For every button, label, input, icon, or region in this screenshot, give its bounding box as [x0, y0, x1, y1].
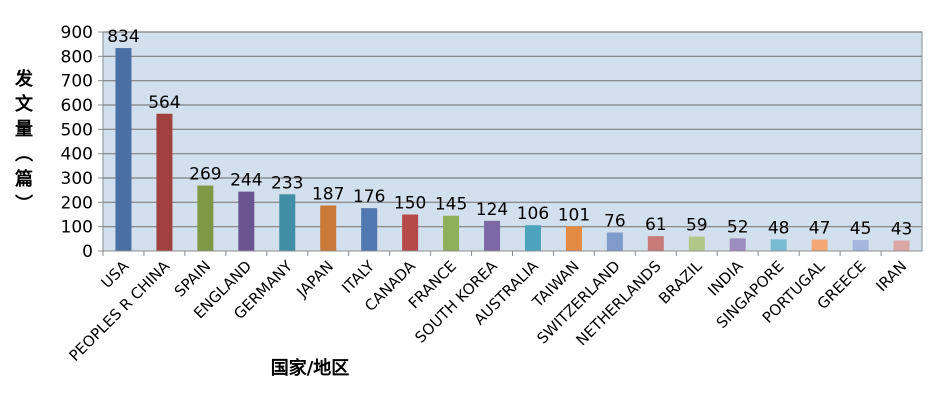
bar-south-korea [484, 220, 501, 251]
y-tick-label: 900 [61, 23, 93, 43]
data-label: 61 [645, 215, 667, 235]
y-tick-label: 0 [82, 242, 93, 262]
data-label: 233 [271, 173, 303, 193]
data-label: 52 [727, 217, 749, 237]
data-label: 76 [604, 212, 626, 232]
data-labels: 834 564 269 244 233 187 176 150 145 124 106 101 76 61… [107, 27, 912, 239]
bar-portugal [811, 239, 828, 251]
bar-germany [279, 194, 296, 251]
y-axis-ticks: 0 100 200 300 400 500 600 700 800 900 [61, 23, 103, 262]
bar-iran [893, 240, 910, 251]
data-label: 145 [435, 195, 467, 215]
y-tick-label: 300 [61, 169, 93, 189]
data-label: 43 [891, 220, 913, 240]
bar-france [443, 215, 460, 251]
y-tick-label: 700 [61, 72, 93, 92]
data-label: 47 [809, 219, 831, 239]
data-label: 150 [394, 194, 426, 214]
data-label: 187 [312, 184, 344, 204]
bar-canada [402, 214, 419, 251]
bar-japan [320, 205, 337, 251]
bar-switzerland [606, 232, 623, 251]
bar-england [238, 191, 255, 251]
y-axis-title-char: 发 [14, 68, 34, 90]
y-axis-title-char: ） [12, 194, 33, 212]
data-label: 269 [189, 165, 221, 185]
y-tick-label: 600 [61, 96, 93, 116]
y-tick-label: 500 [61, 120, 93, 140]
data-label: 106 [517, 204, 549, 224]
y-tick-label: 400 [61, 145, 93, 165]
data-label: 176 [353, 187, 385, 207]
data-label: 48 [768, 218, 790, 238]
bar-italy [361, 208, 378, 251]
x-axis-title: 国家/地区 [271, 357, 350, 379]
x-tick-label: JAPAN [293, 257, 338, 302]
bar-singapore [770, 239, 787, 251]
y-tick-label: 100 [61, 218, 93, 238]
bar-spain [197, 185, 214, 251]
y-axis-title-char: 篇 [15, 168, 33, 190]
bar-australia [524, 225, 541, 251]
data-label: 101 [558, 205, 590, 225]
data-label: 564 [148, 93, 180, 113]
y-tick-label: 800 [61, 47, 93, 67]
bars [115, 48, 910, 252]
data-label: 244 [230, 171, 262, 191]
x-tick-label: IRAN [872, 257, 910, 295]
x-tick-label: USA [98, 257, 133, 292]
bar-taiwan [565, 226, 582, 251]
y-axis-title-char: （ [12, 144, 33, 162]
plot-area [102, 31, 923, 252]
bar-peoples-r-china [156, 113, 173, 251]
bar-brazil [688, 236, 705, 251]
bar-netherlands [647, 236, 664, 251]
y-tick-label: 200 [61, 193, 93, 213]
bar-usa [115, 48, 132, 252]
data-label: 59 [686, 216, 708, 236]
data-label: 45 [850, 219, 872, 239]
bar-india [729, 238, 746, 251]
y-axis-title: 发文量 （ 篇 ） [12, 68, 34, 212]
x-tick-label: BRAZIL [655, 257, 706, 308]
y-axis-title-char: 量 [15, 118, 33, 140]
bar-greece [852, 240, 869, 251]
data-label: 834 [107, 27, 139, 47]
y-axis-title-char: 文 [15, 93, 34, 115]
data-label: 124 [476, 200, 508, 220]
